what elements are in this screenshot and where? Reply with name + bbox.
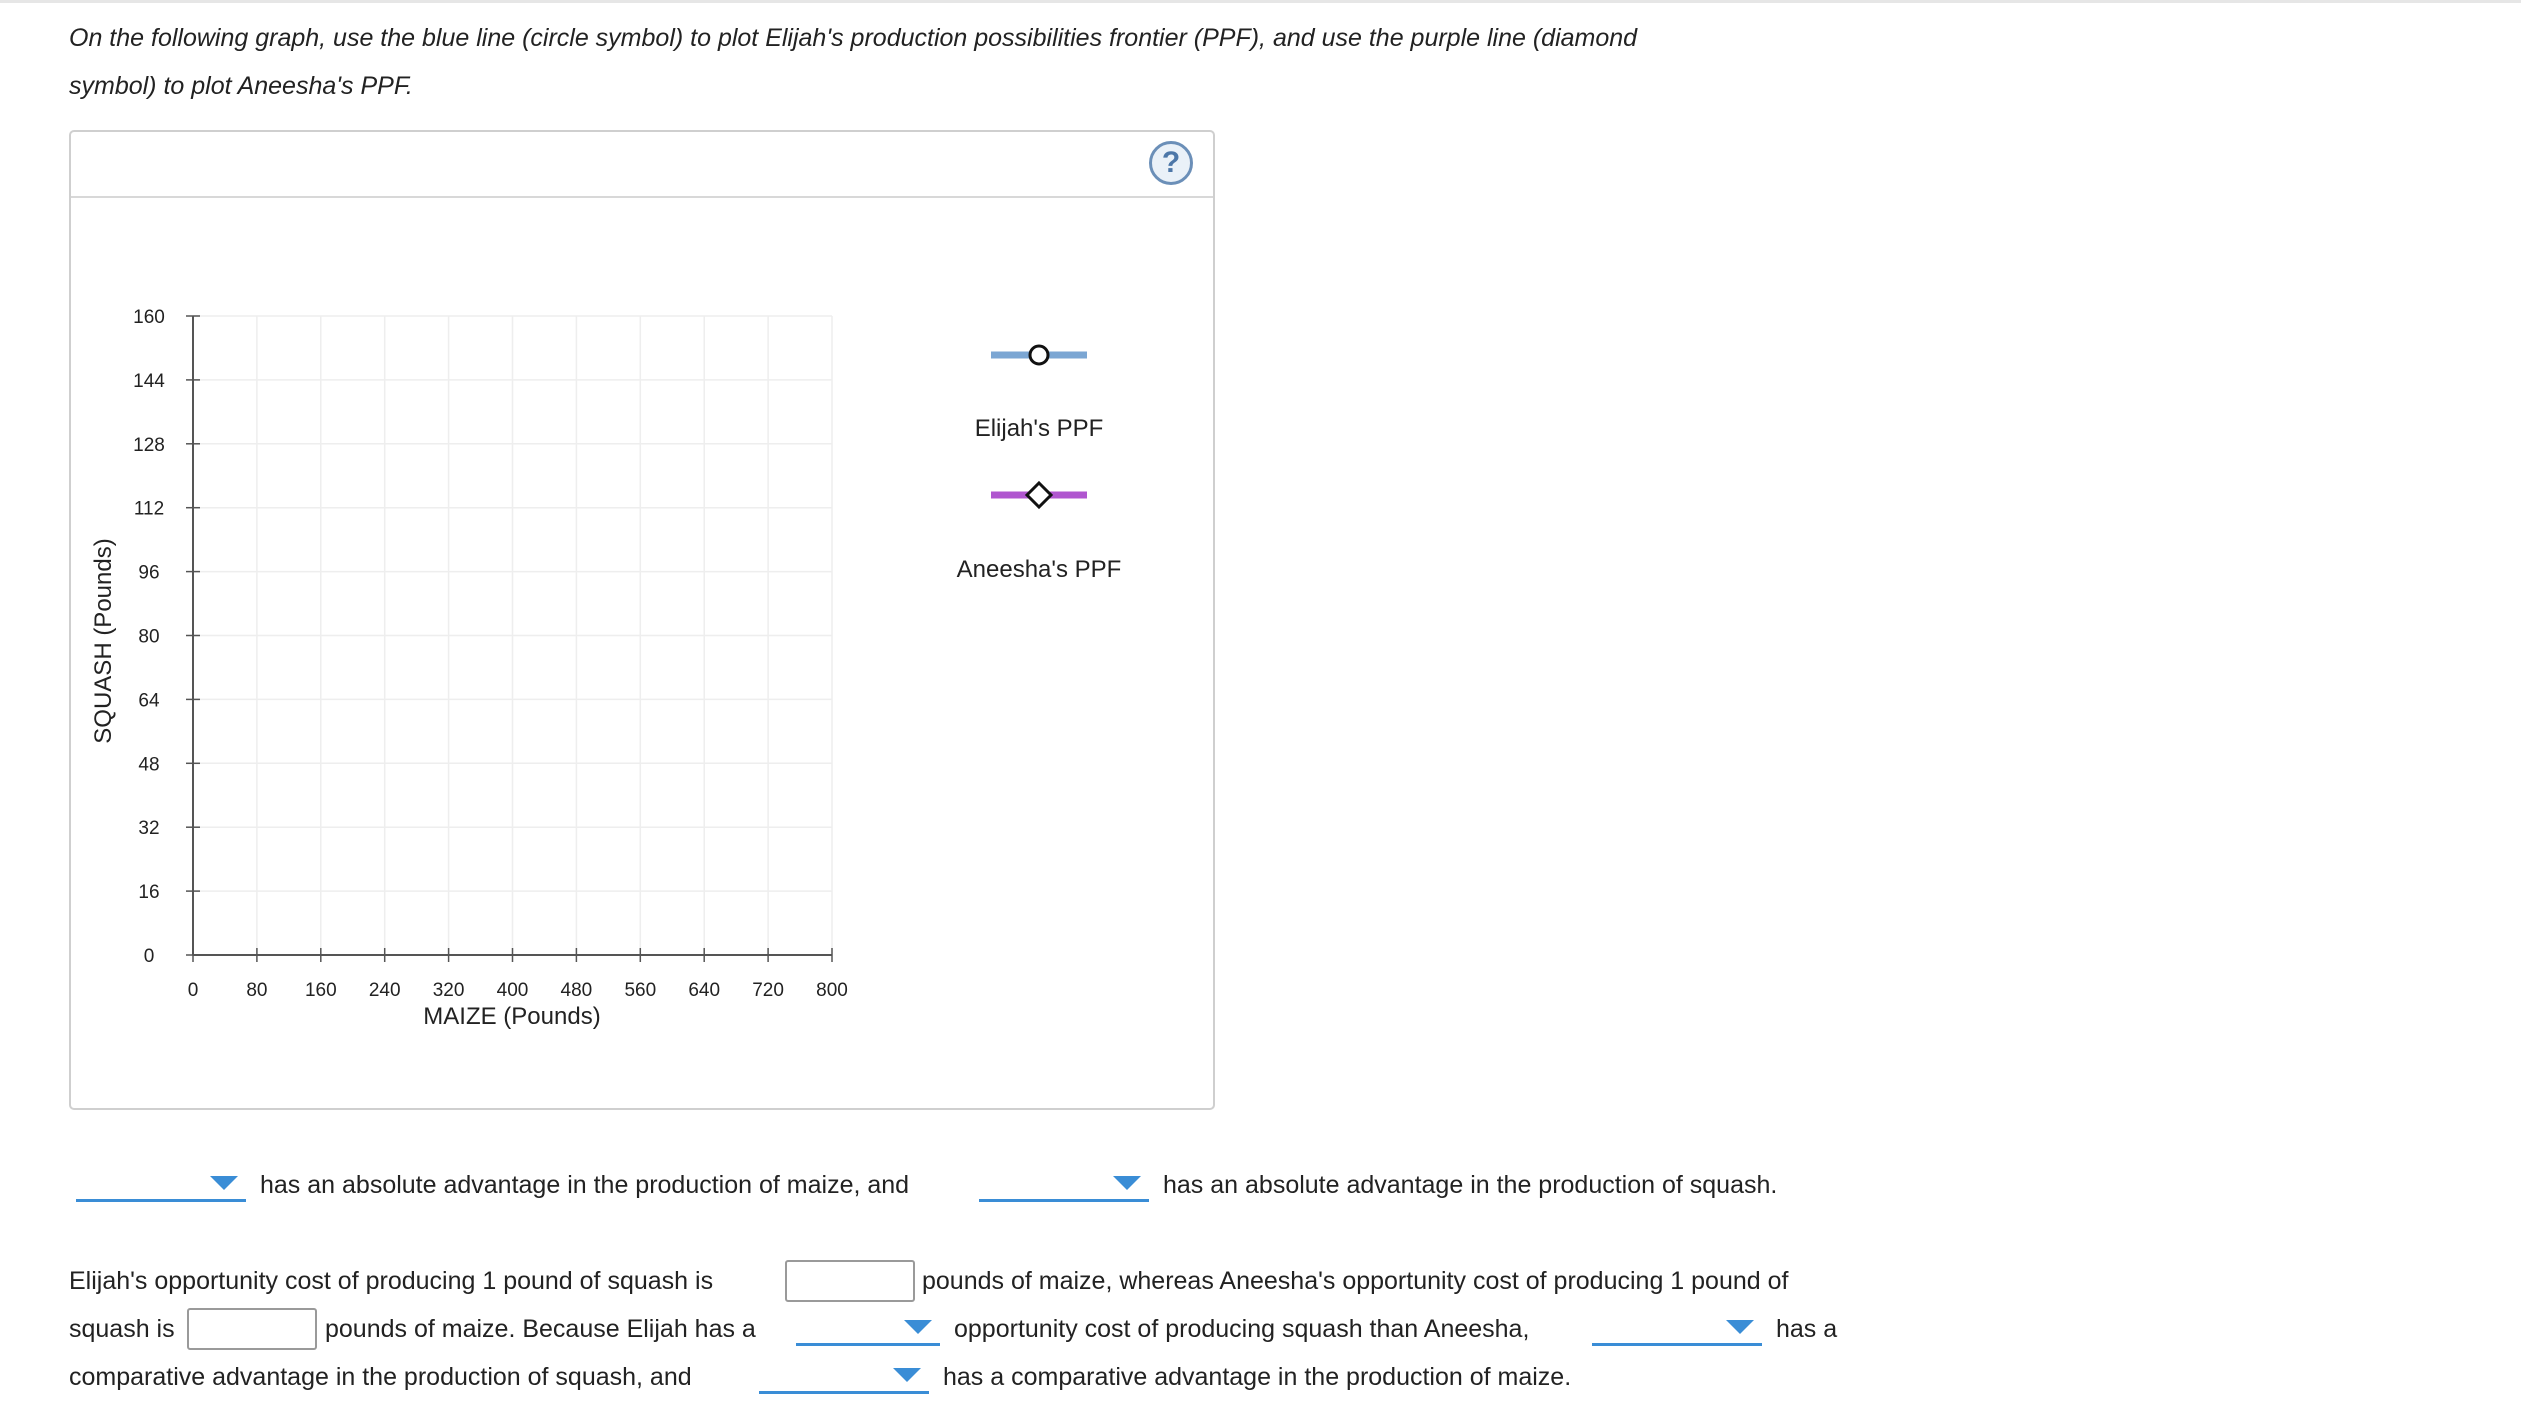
y-axis-label: SQUASH (Pounds) bbox=[90, 538, 117, 743]
x-tick-label: 80 bbox=[246, 980, 267, 1001]
x-tick-label: 480 bbox=[561, 980, 593, 1001]
x-tick-label: 640 bbox=[688, 980, 720, 1001]
q1-text-1: has an absolute advantage in the product… bbox=[260, 1171, 910, 1199]
q2-text-5: opportunity cost of producing squash tha… bbox=[954, 1315, 1530, 1343]
chevron-down-icon bbox=[210, 1176, 238, 1190]
y-tick-label: 48 bbox=[138, 754, 159, 775]
top-divider bbox=[0, 0, 2521, 3]
y-tick-label: 144 bbox=[133, 371, 165, 392]
x-tick-label: 240 bbox=[369, 980, 401, 1001]
x-tick-label: 320 bbox=[433, 980, 465, 1001]
legend-elijah-tool[interactable] bbox=[991, 344, 1087, 366]
chart-grid bbox=[193, 315, 833, 955]
x-tick-label: 0 bbox=[188, 980, 199, 1001]
legend-elijah-label: Elijah's PPF bbox=[975, 415, 1104, 442]
y-tick-label: 96 bbox=[138, 563, 159, 584]
maize-absolute-advantage-dropdown[interactable] bbox=[76, 1164, 246, 1202]
y-tick-label: 0 bbox=[144, 946, 155, 967]
x-tick-label: 400 bbox=[497, 980, 529, 1001]
aneesha-opportunity-cost-input[interactable] bbox=[187, 1308, 317, 1350]
legend-aneesha-tool[interactable] bbox=[991, 480, 1087, 510]
x-tick-label: 720 bbox=[752, 980, 784, 1001]
y-axis-ticks: 0 16 32 48 64 80 96 112 128 144 160 bbox=[133, 307, 200, 967]
opportunity-cost-comparison-dropdown[interactable] bbox=[796, 1308, 940, 1346]
chevron-down-icon bbox=[1726, 1320, 1754, 1334]
y-tick-label: 64 bbox=[138, 690, 160, 711]
chevron-down-icon bbox=[904, 1320, 932, 1334]
q2-text-4: pounds of maize. Because Elijah has a bbox=[325, 1315, 756, 1343]
q2-text-3: squash is bbox=[69, 1315, 175, 1343]
legend-elijah-circle-marker bbox=[1028, 344, 1050, 366]
squash-absolute-advantage-dropdown[interactable] bbox=[979, 1164, 1149, 1202]
graph-panel-header bbox=[71, 132, 1213, 198]
q2-text-2: pounds of maize, whereas Aneesha's oppor… bbox=[922, 1267, 1789, 1295]
y-tick-label: 16 bbox=[138, 882, 159, 903]
chevron-down-icon bbox=[893, 1368, 921, 1382]
ppf-chart[interactable]: 0 80 160 240 320 400 480 560 640 720 800 0 16 32 48 64… bbox=[71, 132, 1213, 1108]
x-tick-label: 560 bbox=[624, 980, 656, 1001]
q2-text-6: has a bbox=[1776, 1315, 1838, 1343]
instructions-line-2: symbol) to plot Aneesha's PPF. bbox=[69, 72, 413, 100]
elijah-opportunity-cost-input[interactable] bbox=[785, 1260, 915, 1302]
instructions: On the following graph, use the blue lin… bbox=[69, 14, 1869, 110]
question-circle-icon: ? bbox=[1161, 146, 1181, 179]
graph-panel: ? 0 80 160 240 320 400 480 560 640 720 800 0 16 32 48… bbox=[69, 130, 1215, 1110]
y-tick-label: 32 bbox=[138, 818, 159, 839]
x-axis-ticks: 0 80 160 240 320 400 480 560 640 720 800 bbox=[188, 948, 848, 1001]
help-button[interactable]: ? bbox=[1149, 141, 1193, 185]
y-tick-label: 160 bbox=[133, 307, 165, 328]
y-tick-label: 80 bbox=[138, 627, 159, 648]
y-tick-label: 112 bbox=[134, 499, 164, 520]
q2-text-7: comparative advantage in the production … bbox=[69, 1363, 692, 1391]
y-tick-label: 128 bbox=[133, 435, 165, 456]
squash-comparative-advantage-dropdown[interactable] bbox=[1592, 1308, 1762, 1346]
legend-aneesha-label: Aneesha's PPF bbox=[957, 556, 1122, 583]
legend-aneesha-diamond-marker bbox=[1024, 480, 1054, 510]
q1-text-2: has an absolute advantage in the product… bbox=[1163, 1171, 1778, 1199]
q2-text-1: Elijah's opportunity cost of producing 1… bbox=[69, 1267, 714, 1295]
q2-text-8: has a comparative advantage in the produ… bbox=[943, 1363, 1572, 1391]
x-axis-label: MAIZE (Pounds) bbox=[423, 1003, 600, 1030]
chevron-down-icon bbox=[1113, 1176, 1141, 1190]
maize-comparative-advantage-dropdown[interactable] bbox=[759, 1356, 929, 1394]
x-tick-label: 160 bbox=[305, 980, 337, 1001]
instructions-line-1: On the following graph, use the blue lin… bbox=[69, 24, 1638, 52]
x-tick-label: 800 bbox=[816, 980, 848, 1001]
